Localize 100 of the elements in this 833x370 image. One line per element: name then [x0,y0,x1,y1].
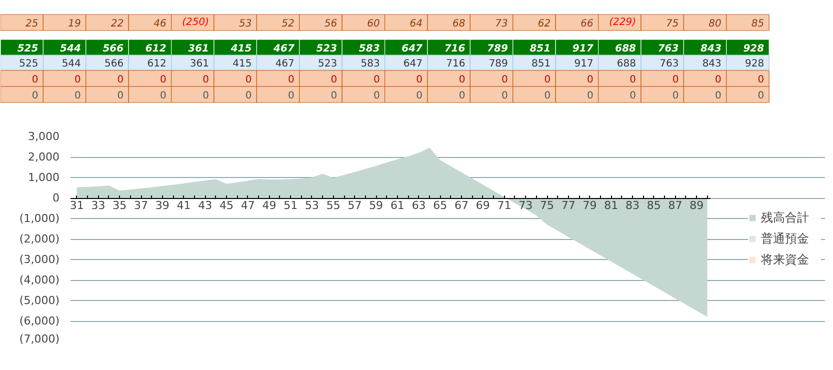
text: 716 [446,58,466,70]
text: 851 [530,44,551,54]
text: 544 [60,44,81,54]
text: 22 [110,18,124,30]
text: 60 [367,18,380,30]
x-tick-label: 37 [134,199,148,212]
text: 789 [487,44,508,54]
text: 583 [358,44,380,54]
text: 0 [758,74,764,86]
x-tick-label: 81 [604,199,618,212]
x-tick-label: 43 [198,199,212,212]
text: 0 [630,90,636,102]
x-tick-label: 35 [112,199,127,212]
text: 19 [68,18,81,30]
text: 0 [586,74,594,86]
text: 0 [630,74,636,86]
text: 612 [147,58,166,70]
x-tick-label: 53 [304,199,319,212]
text: 763 [660,58,679,70]
x-tick-label: 85 [646,199,661,212]
x-tick-label: 39 [155,199,170,212]
text: 0 [715,90,722,102]
text: 566 [104,58,124,70]
x-tick-label: 61 [390,199,404,212]
y-tick-label: (2,000) [19,232,60,246]
text: 544 [62,58,81,70]
text: 0 [715,74,722,86]
x-tick-label: 87 [668,199,682,212]
text: 56 [324,18,338,30]
x-tick-label: 79 [582,199,597,212]
text: 0 [458,74,466,86]
y-tick-label: (7,000) [19,332,60,346]
text: 523 [318,58,338,70]
y-tick-label: (4,000) [19,274,60,286]
x-tick-label: 59 [369,199,384,212]
text: 0 [288,74,294,86]
text: 361 [188,44,209,54]
x-tick-label: 57 [348,199,362,212]
y-tick-label: (6,000) [19,314,60,328]
text: 64 [410,18,423,30]
text: 0 [160,74,166,86]
x-tick-label: 77 [561,199,576,212]
text: 0 [245,90,252,102]
text: 415 [232,58,252,70]
text: 0 [502,90,508,102]
text: 68 [452,18,466,30]
text: 66 [580,18,594,30]
text: 647 [403,58,423,70]
x-tick-label: 49 [262,199,276,212]
text: 0 [373,90,380,102]
text: 763 [658,44,679,54]
legend-label: 残高合計 [761,209,810,226]
text: 525 [17,44,38,54]
y-tick-label: (1,000) [19,212,60,225]
y-tick-label: 1,000 [28,171,60,184]
x-tick-label: 71 [497,199,512,212]
text: 0 [202,90,210,102]
text: 52 [282,18,294,30]
x-tick-label: 83 [626,199,640,212]
x-tick-label: 55 [326,199,340,212]
text: 0 [330,90,338,102]
text: 851 [532,58,551,70]
x-tick-label: 89 [690,199,704,212]
text: 0 [117,74,124,86]
text: 0 [544,74,551,86]
text: 928 [743,44,764,54]
text: 917 [574,58,594,70]
text: 73 [495,18,508,30]
text: 0 [586,90,594,102]
text: 843 [700,44,722,54]
x-tick-label: 41 [176,199,191,212]
text: 0 [288,90,294,102]
x-tick-label: 51 [284,199,298,212]
text: 789 [488,58,508,70]
text: 612 [145,44,166,54]
legend-label: 将来資金 [761,251,810,268]
text: 0 [416,90,423,102]
x-tick-label: 33 [91,199,106,212]
text: 688 [615,44,636,54]
text: 0 [373,74,380,86]
text: 0 [74,74,81,86]
x-tick-label: 63 [412,199,426,212]
x-tick-label: 69 [476,199,490,212]
text: 523 [316,44,338,54]
text: 917 [572,44,594,54]
text: 716 [444,44,466,54]
x-tick-label: 45 [219,199,234,212]
text: 25 [25,18,38,30]
y-tick-label: 3,000 [28,130,60,143]
text: 0 [544,90,551,102]
x-tick-label: 73 [518,199,533,212]
text: 0 [245,74,252,86]
text: 85 [751,18,764,30]
text: 843 [702,58,722,70]
text: 0 [758,90,764,102]
text: 0 [202,74,210,86]
text: 566 [102,44,124,54]
text: 467 [275,58,294,70]
y-tick-label: 0 [52,192,60,204]
text: 688 [616,58,636,70]
